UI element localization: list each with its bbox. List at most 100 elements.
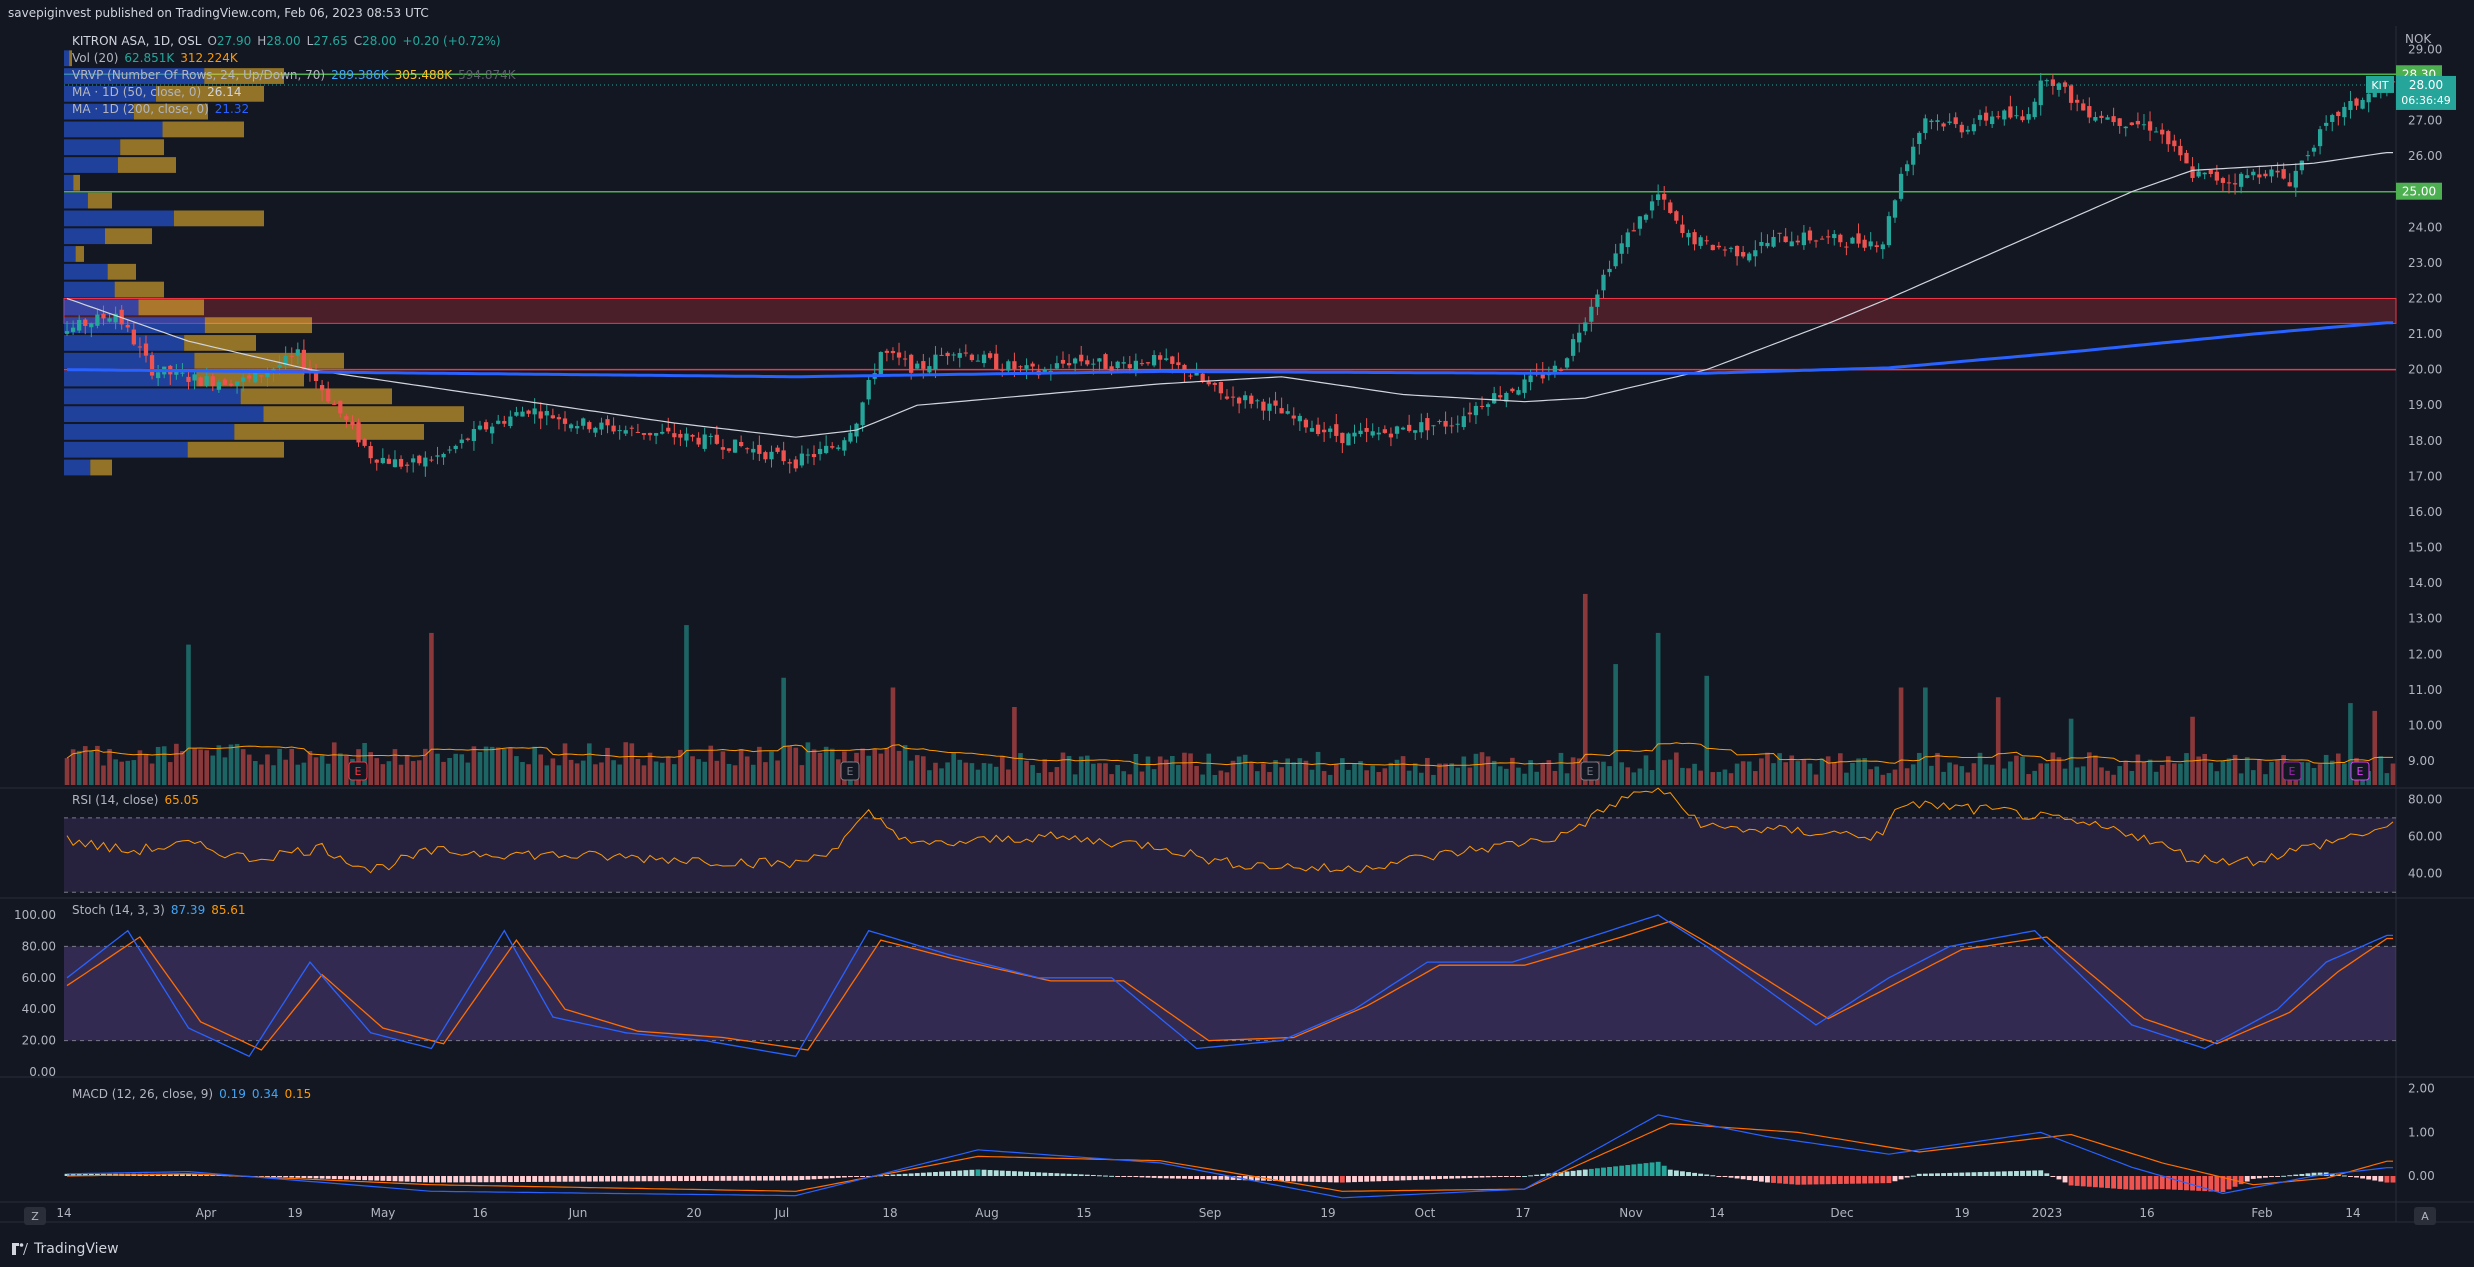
candle-body: [1886, 216, 1892, 246]
volume-bar: [1552, 770, 1558, 785]
main-legend[interactable]: KITRON ASA, 1D, OSL O27.90 H28.00 L27.65 C28…: [72, 34, 501, 48]
candle-body: [1589, 306, 1594, 322]
volume-bar: [611, 760, 616, 785]
volume-bar: [2153, 771, 2159, 785]
macd-hist-bar: [1758, 1176, 1764, 1182]
macd-hist-bar: [1680, 1171, 1685, 1176]
ma200-legend[interactable]: MA · 1D (200, close, 0) 21.32: [72, 102, 250, 116]
stoch-tick-label: 0.00: [29, 1065, 56, 1079]
candle-body: [1303, 419, 1309, 428]
candle-body: [787, 462, 792, 464]
volume-bar: [1030, 765, 1035, 785]
volume-bar: [1449, 763, 1454, 785]
macd-hist-bar: [611, 1176, 617, 1182]
macd-hist-bar: [1989, 1171, 1995, 1176]
candle-body: [933, 354, 938, 370]
vrvp-up-row: [64, 121, 163, 138]
earnings-badge: [1580, 761, 1600, 781]
stoch-legend[interactable]: Stoch (14, 3, 3) 87.39 85.61: [72, 903, 246, 917]
volume-bar: [1564, 773, 1570, 785]
vol-legend[interactable]: Vol (20) 62.851K 312.224K: [72, 51, 238, 65]
volume-bar: [544, 765, 550, 785]
volume-bar: [2178, 763, 2183, 785]
volume-bar: [70, 749, 76, 785]
volume-bar: [2123, 760, 2129, 785]
candle-body: [1795, 240, 1800, 243]
candle-body: [2348, 100, 2353, 110]
macd-hist-bar: [2238, 1176, 2244, 1185]
macd-hist-bar: [781, 1176, 787, 1181]
volume-bar: [896, 750, 902, 785]
macd-hist-bar: [1777, 1176, 1783, 1184]
volume-bar: [107, 748, 112, 785]
rsi-legend[interactable]: RSI (14, close) 65.05: [72, 793, 199, 807]
candle-body: [635, 431, 641, 433]
vrvp-down-row: [204, 317, 312, 334]
candle-body: [2141, 124, 2147, 126]
macd-hist-bar: [993, 1170, 999, 1176]
macd-hist-bar: [1953, 1172, 1959, 1176]
vrvp-legend[interactable]: VRVP (Number Of Rows, 24, Up/Down, 70) 28…: [72, 68, 516, 82]
volume-bar: [623, 742, 629, 785]
candle-body: [775, 447, 780, 452]
candle-body: [708, 435, 713, 437]
volume-bar: [410, 761, 416, 785]
ma50-legend[interactable]: MA · 1D (50, close, 0) 26.14: [72, 85, 242, 99]
candle-body: [817, 448, 823, 455]
volume-bar: [1230, 760, 1236, 785]
candle-body: [1734, 245, 1740, 257]
candle-body: [945, 352, 950, 357]
candle-body: [1977, 115, 1983, 120]
volume-bar: [1151, 769, 1157, 785]
candle-body: [1394, 426, 1400, 434]
volume-bar: [2299, 762, 2305, 785]
volume-bar: [1200, 774, 1205, 785]
candle-body: [2220, 178, 2226, 183]
volume-bar: [793, 747, 799, 785]
macd-hist-bar: [1479, 1176, 1485, 1178]
candle-body: [1097, 358, 1102, 362]
volume-bar: [137, 750, 143, 785]
macd-hist-bar: [1570, 1170, 1576, 1176]
volume-bar: [1485, 756, 1491, 785]
earnings-badge-text: E: [1587, 765, 1594, 778]
macd-hist-bar: [775, 1176, 780, 1181]
volume-bar: [993, 766, 999, 785]
time-tick-label: 14: [56, 1206, 71, 1220]
candle-body: [1230, 396, 1236, 398]
macd-hist-bar: [1018, 1171, 1023, 1176]
volume-bar: [64, 758, 70, 785]
candle-body: [2196, 171, 2201, 177]
macd-hist-bar: [2014, 1171, 2019, 1176]
macd-hist-bar: [605, 1176, 610, 1182]
lower-line-price-text: 25.00: [2402, 185, 2436, 199]
candle-body: [1850, 237, 1855, 244]
volume-bar: [1224, 772, 1230, 785]
candle-body: [617, 430, 622, 432]
candle-body: [283, 355, 288, 366]
volume-bar: [1352, 763, 1357, 785]
price-tick-label: 9.00: [2408, 754, 2435, 768]
vrvp-down-row: [240, 388, 392, 405]
volume-bar: [781, 677, 786, 785]
volume-bar: [1273, 760, 1278, 785]
volume-bar: [2269, 762, 2274, 785]
tradingview-brand[interactable]: TradingView: [12, 1241, 119, 1257]
volume-bar: [1667, 759, 1673, 785]
macd-hist-bar: [1024, 1171, 1029, 1176]
macd-hist-bar: [1607, 1166, 1612, 1176]
volume-bar: [1892, 769, 1898, 785]
volume-bar: [635, 758, 641, 785]
candle-body: [1340, 432, 1345, 444]
vrvp-up-row: [64, 139, 121, 156]
candle-body: [374, 459, 379, 463]
macd-hist-bar: [720, 1176, 726, 1181]
volume-bar: [981, 763, 987, 785]
macd-legend[interactable]: MACD (12, 26, close, 9) 0.19 0.34 0.15: [72, 1087, 312, 1101]
macd-hist-bar: [659, 1176, 665, 1182]
macd-hist-bar: [726, 1176, 732, 1181]
macd-hist-bar: [1601, 1167, 1606, 1176]
rsi-line: [66, 787, 2394, 874]
volume-bar: [1971, 763, 1977, 785]
